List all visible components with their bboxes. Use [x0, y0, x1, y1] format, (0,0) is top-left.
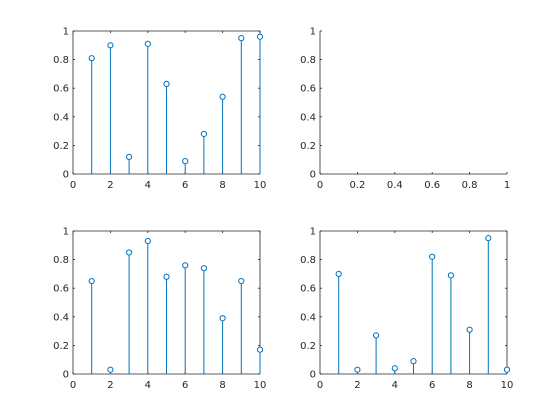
stem-marker — [200, 130, 207, 138]
x-tick-label: 0.2 — [349, 180, 365, 191]
stem-marker — [107, 42, 114, 49]
y-tick-label: 0.6 — [300, 284, 316, 295]
stem-marker — [163, 80, 170, 88]
x-tick-label: 8 — [466, 380, 472, 391]
y-tick-label: 0.6 — [300, 84, 316, 95]
x-tick-label: 6 — [182, 180, 188, 191]
stem-marker — [335, 270, 342, 277]
stem-marker — [410, 358, 417, 365]
y-tick-label: 0.8 — [53, 255, 69, 266]
stem-marker — [256, 346, 264, 353]
stem-marker — [466, 326, 473, 333]
stem-marker — [126, 153, 133, 160]
x-tick-label: 6 — [429, 380, 435, 391]
stem-marker — [429, 253, 436, 260]
y-tick-label: 0.2 — [53, 341, 69, 352]
y-tick-label: 0.8 — [300, 255, 316, 266]
stem-marker — [256, 33, 264, 40]
stem-marker — [144, 237, 151, 245]
stem-marker — [163, 273, 170, 280]
y-tick-label: 0.2 — [300, 141, 316, 152]
y-tick-label: 0.4 — [300, 312, 316, 323]
stem-marker — [107, 366, 114, 373]
x-tick-label: 1 — [504, 180, 510, 191]
x-tick-label: 0.6 — [424, 180, 440, 191]
x-tick-label: 0 — [317, 380, 323, 391]
stem-marker — [447, 272, 454, 279]
y-tick-label: 0.8 — [300, 55, 316, 66]
x-tick-label: 8 — [219, 180, 225, 191]
stem-marker — [219, 93, 226, 100]
stem-marker — [200, 265, 207, 272]
y-tick-label: 0 — [63, 170, 69, 181]
subplot-4: 0 2 4 6 8 10 0 0.2 0.4 0.6 0.8 1 — [300, 227, 513, 392]
y-tick-label: 1 — [310, 227, 316, 238]
stem-marker — [88, 55, 95, 62]
x-tick-label: 2 — [107, 380, 113, 391]
stem-marker — [485, 235, 492, 242]
x-tick-label: 2 — [107, 180, 113, 191]
y-tick-label: 0 — [63, 370, 69, 381]
y-tick-label: 0.4 — [300, 112, 316, 123]
stem-marker — [144, 40, 151, 47]
stem-marker — [373, 332, 380, 339]
x-tick-label: 0.8 — [462, 180, 478, 191]
y-tick-label: 0.2 — [300, 341, 316, 352]
y-tick-label: 0.4 — [53, 312, 69, 323]
x-tick-label: 0 — [317, 180, 323, 191]
y-tick-label: 1 — [63, 227, 69, 238]
y-tick-label: 1 — [310, 27, 316, 38]
y-tick-label: 1 — [63, 27, 69, 38]
x-tick-label: 0 — [70, 180, 76, 191]
y-tick-label: 0.6 — [53, 84, 69, 95]
x-tick-label: 0.4 — [387, 180, 403, 191]
stem-marker — [126, 249, 133, 256]
stem-marker — [182, 158, 189, 165]
x-tick-label: 8 — [219, 380, 225, 391]
y-tick-label: 0 — [310, 370, 316, 381]
y-tick-label: 0.4 — [53, 112, 69, 123]
x-tick-label: 4 — [392, 380, 398, 391]
x-tick-label: 2 — [354, 380, 360, 391]
x-tick-label: 0 — [70, 380, 76, 391]
x-tick-label: 10 — [501, 380, 514, 391]
stem-marker — [354, 366, 361, 373]
x-tick-label: 10 — [254, 380, 267, 391]
x-tick-label: 4 — [145, 380, 151, 391]
subplot-2: 0 0.2 0.4 0.6 0.8 1 0 0.2 0.4 0.6 0.8 1 — [300, 27, 510, 192]
x-tick-label: 6 — [182, 380, 188, 391]
subplot-3: 0 2 4 6 8 10 0 0.2 0.4 0.6 0.8 1 — [53, 227, 266, 392]
stem-marker — [503, 366, 511, 373]
stem-marker — [391, 365, 398, 372]
stem-marker — [219, 315, 226, 322]
y-tick-label: 0 — [310, 170, 316, 181]
stem-marker — [238, 277, 245, 285]
x-tick-label: 10 — [254, 180, 267, 191]
x-tick-label: 4 — [145, 180, 151, 191]
y-tick-label: 0.2 — [53, 141, 69, 152]
y-tick-label: 0.6 — [53, 284, 69, 295]
stem-marker — [88, 277, 95, 285]
stem-marker — [182, 262, 189, 269]
y-tick-label: 0.8 — [53, 55, 69, 66]
stem-marker — [238, 35, 245, 42]
subplot-1: 0 2 4 6 8 10 0 0.2 0.4 0.6 0.8 1 — [53, 27, 266, 192]
